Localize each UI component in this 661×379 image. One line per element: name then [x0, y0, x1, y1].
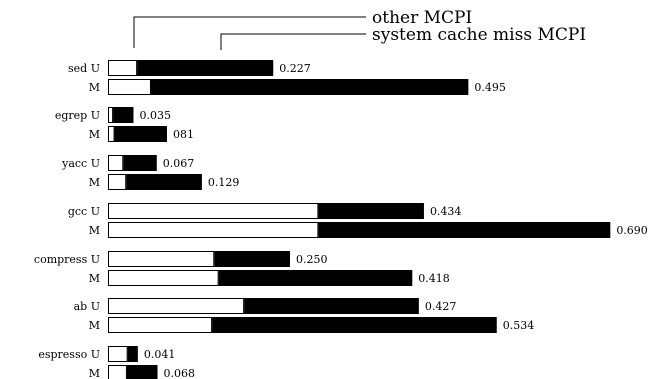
miss-bar-segment — [126, 174, 202, 190]
value-label: 0.250 — [296, 253, 328, 266]
legend-leader-line — [220, 33, 366, 50]
other-bar-segment — [108, 155, 124, 171]
miss-bar-segment — [244, 298, 419, 314]
value-label: 0.418 — [418, 272, 450, 285]
other-bar-segment — [108, 251, 215, 267]
benchmark-label: espresso U — [38, 348, 100, 361]
benchmark-label: ab U — [74, 300, 100, 313]
variant-label: M — [89, 319, 100, 332]
other-bar-segment — [108, 79, 151, 95]
value-label: 0.427 — [425, 300, 457, 313]
value-label: 0.690 — [616, 224, 648, 237]
other-bar-segment — [108, 270, 219, 286]
value-label: 0.534 — [503, 319, 535, 332]
miss-bar-segment — [123, 155, 157, 171]
other-bar-segment — [108, 174, 127, 190]
miss-bar-segment — [113, 107, 134, 123]
variant-label: M — [89, 367, 100, 379]
miss-bar-segment — [127, 346, 138, 362]
other-bar-segment — [108, 203, 319, 219]
variant-label: M — [89, 272, 100, 285]
benchmark-label: yacc U — [61, 157, 100, 170]
other-bar-segment — [108, 298, 245, 314]
other-bar-segment — [108, 60, 138, 76]
value-label: 0.068 — [164, 367, 196, 379]
miss-bar-segment — [212, 317, 497, 333]
benchmark-label: compress U — [34, 253, 100, 266]
value-label: 0.434 — [430, 205, 462, 218]
other-bar-segment — [108, 107, 114, 123]
value-label: 0.035 — [139, 109, 171, 122]
benchmark-label: egrep U — [55, 109, 100, 122]
bars-area: sed U 0.227 M 0.495 egrep U 0.035 M 081 yacc U 0.… — [34, 60, 648, 379]
value-label: 0.495 — [474, 81, 506, 94]
value-label: 081 — [173, 128, 194, 141]
benchmark-label: sed U — [68, 62, 100, 75]
legend-leader-line — [133, 16, 366, 48]
other-bar-segment — [108, 222, 319, 238]
miss-bar-segment — [318, 203, 424, 219]
value-label: 0.067 — [163, 157, 195, 170]
other-bar-segment — [108, 346, 128, 362]
miss-bar-segment — [150, 79, 469, 95]
other-bar-segment — [108, 365, 127, 379]
value-label: 0.041 — [144, 348, 176, 361]
value-label: 0.227 — [279, 62, 311, 75]
miss-bar-segment — [137, 60, 274, 76]
value-label: 0.129 — [208, 176, 240, 189]
benchmark-label: gcc U — [68, 205, 100, 218]
miss-bar-segment — [114, 126, 167, 142]
variant-label: M — [89, 128, 100, 141]
other-bar-segment — [108, 126, 115, 142]
miss-bar-segment — [318, 222, 611, 238]
legend-label: other MCPI — [372, 8, 472, 28]
variant-label: M — [89, 81, 100, 94]
variant-label: M — [89, 224, 100, 237]
variant-label: M — [89, 176, 100, 189]
legend-label: system cache miss MCPI — [372, 25, 586, 45]
miss-bar-segment — [218, 270, 413, 286]
other-bar-segment — [108, 317, 213, 333]
miss-bar-segment — [214, 251, 290, 267]
miss-bar-segment — [126, 365, 158, 379]
